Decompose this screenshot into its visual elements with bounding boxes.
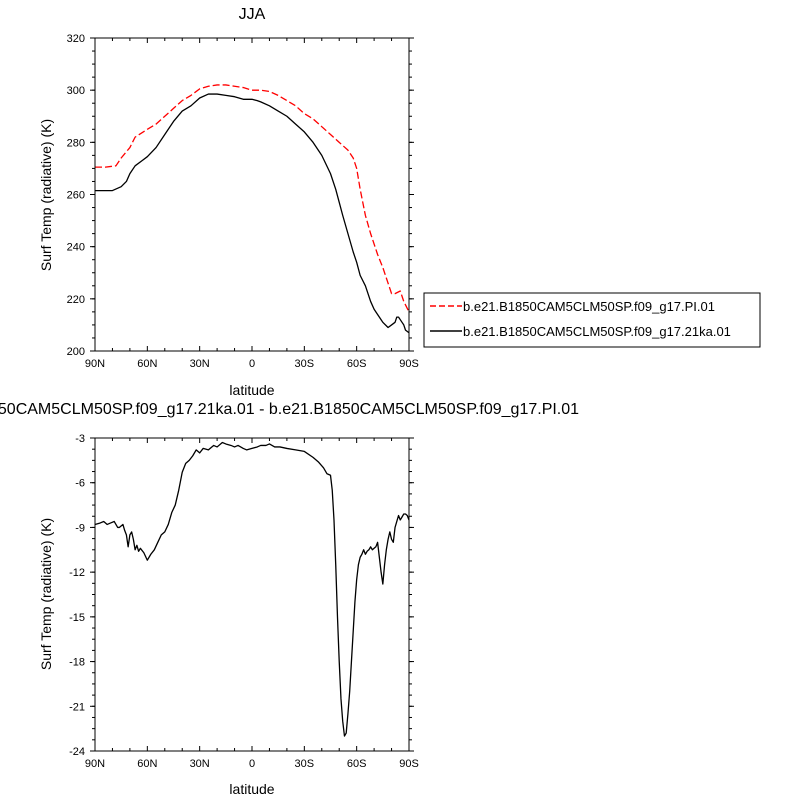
top-x-tick-label: 90N bbox=[85, 358, 105, 370]
bottom-x-tick-label: 60S bbox=[347, 758, 367, 770]
bottom-x-tick-label: 90N bbox=[85, 758, 105, 770]
bottom-y-tick-label: -18 bbox=[69, 657, 85, 669]
top-y-tick-label: 200 bbox=[67, 346, 85, 358]
bottom-x-tick-label: 30S bbox=[295, 758, 315, 770]
bottom-y-tick-label: -9 bbox=[75, 522, 85, 534]
top-y-tick-label: 320 bbox=[67, 33, 85, 45]
bottom-plot-frame bbox=[94, 437, 410, 752]
top-y-tick-label: 300 bbox=[67, 85, 85, 97]
top-y-tick-label: 280 bbox=[67, 137, 85, 149]
top-plot-frame bbox=[94, 37, 410, 352]
bottom-chart-title: b.e21.B1850CAM5CLM50SP.f09_g17.21ka.01 -… bbox=[0, 401, 579, 418]
bottom-y-tick-label: -24 bbox=[69, 746, 85, 758]
bottom-panel: b.e21.B1850CAM5CLM50SP.f09_g17.21ka.01 -… bbox=[0, 401, 579, 797]
top-y-tick-label: 220 bbox=[67, 294, 85, 306]
bottom-x-tick-label: 90S bbox=[399, 758, 419, 770]
top-x-tick-label: 0 bbox=[249, 358, 255, 370]
top-x-tick-label: 60S bbox=[347, 358, 367, 370]
top-panel: JJA 90N 60N 30N 0 30S 60S 90S 200 220 240 260 280 30… bbox=[38, 6, 419, 398]
top-x-axis-label: latitude bbox=[229, 382, 274, 398]
top-y-tick-label: 260 bbox=[67, 190, 85, 202]
bottom-y-axis-label: Surf Temp (radiative) (K) bbox=[38, 518, 54, 670]
top-series-line-1 bbox=[95, 93, 410, 334]
top-chart-title: JJA bbox=[239, 6, 266, 23]
bottom-y-tick-label: -21 bbox=[69, 701, 85, 713]
top-y-axis-label: Surf Temp (radiative) (K) bbox=[38, 119, 54, 271]
legend: b.e21.B1850CAM5CLM50SP.f09_g17.PI.01 b.e… bbox=[423, 292, 761, 348]
bottom-y-tick-label: -3 bbox=[75, 433, 85, 445]
bottom-series-lines bbox=[94, 441, 410, 737]
top-x-tick-label: 90S bbox=[399, 358, 419, 370]
bottom-series-line-0 bbox=[94, 441, 410, 737]
bottom-y-tick-label: -6 bbox=[75, 478, 85, 490]
top-series-lines bbox=[95, 84, 410, 334]
bottom-y-tick-label: -12 bbox=[69, 567, 85, 579]
top-x-tick-label: 30S bbox=[295, 358, 315, 370]
legend-label-21ka: b.e21.B1850CAM5CLM50SP.f09_g17.21ka.01 bbox=[463, 324, 731, 339]
bottom-x-axis-label: latitude bbox=[229, 781, 274, 797]
top-ticks: 90N 60N 30N 0 30S 60S 90S 200 220 240 260 280 300 320 bbox=[67, 33, 419, 370]
top-series-line-0 bbox=[95, 84, 410, 313]
legend-label-pi: b.e21.B1850CAM5CLM50SP.f09_g17.PI.01 bbox=[463, 299, 715, 314]
bottom-x-tick-label: 0 bbox=[249, 758, 255, 770]
bottom-ticks: 90N 60N 30N 0 30S 60S 90S -3 -6 -9 -12 -15 -18 -21 -24 bbox=[69, 433, 419, 770]
bottom-y-tick-label: -15 bbox=[69, 612, 85, 624]
top-x-tick-label: 60N bbox=[137, 358, 157, 370]
legend-box bbox=[423, 292, 761, 348]
top-y-tick-label: 240 bbox=[67, 242, 85, 254]
bottom-x-tick-label: 30N bbox=[190, 758, 210, 770]
top-x-tick-label: 30N bbox=[190, 358, 210, 370]
bottom-x-tick-label: 60N bbox=[137, 758, 157, 770]
